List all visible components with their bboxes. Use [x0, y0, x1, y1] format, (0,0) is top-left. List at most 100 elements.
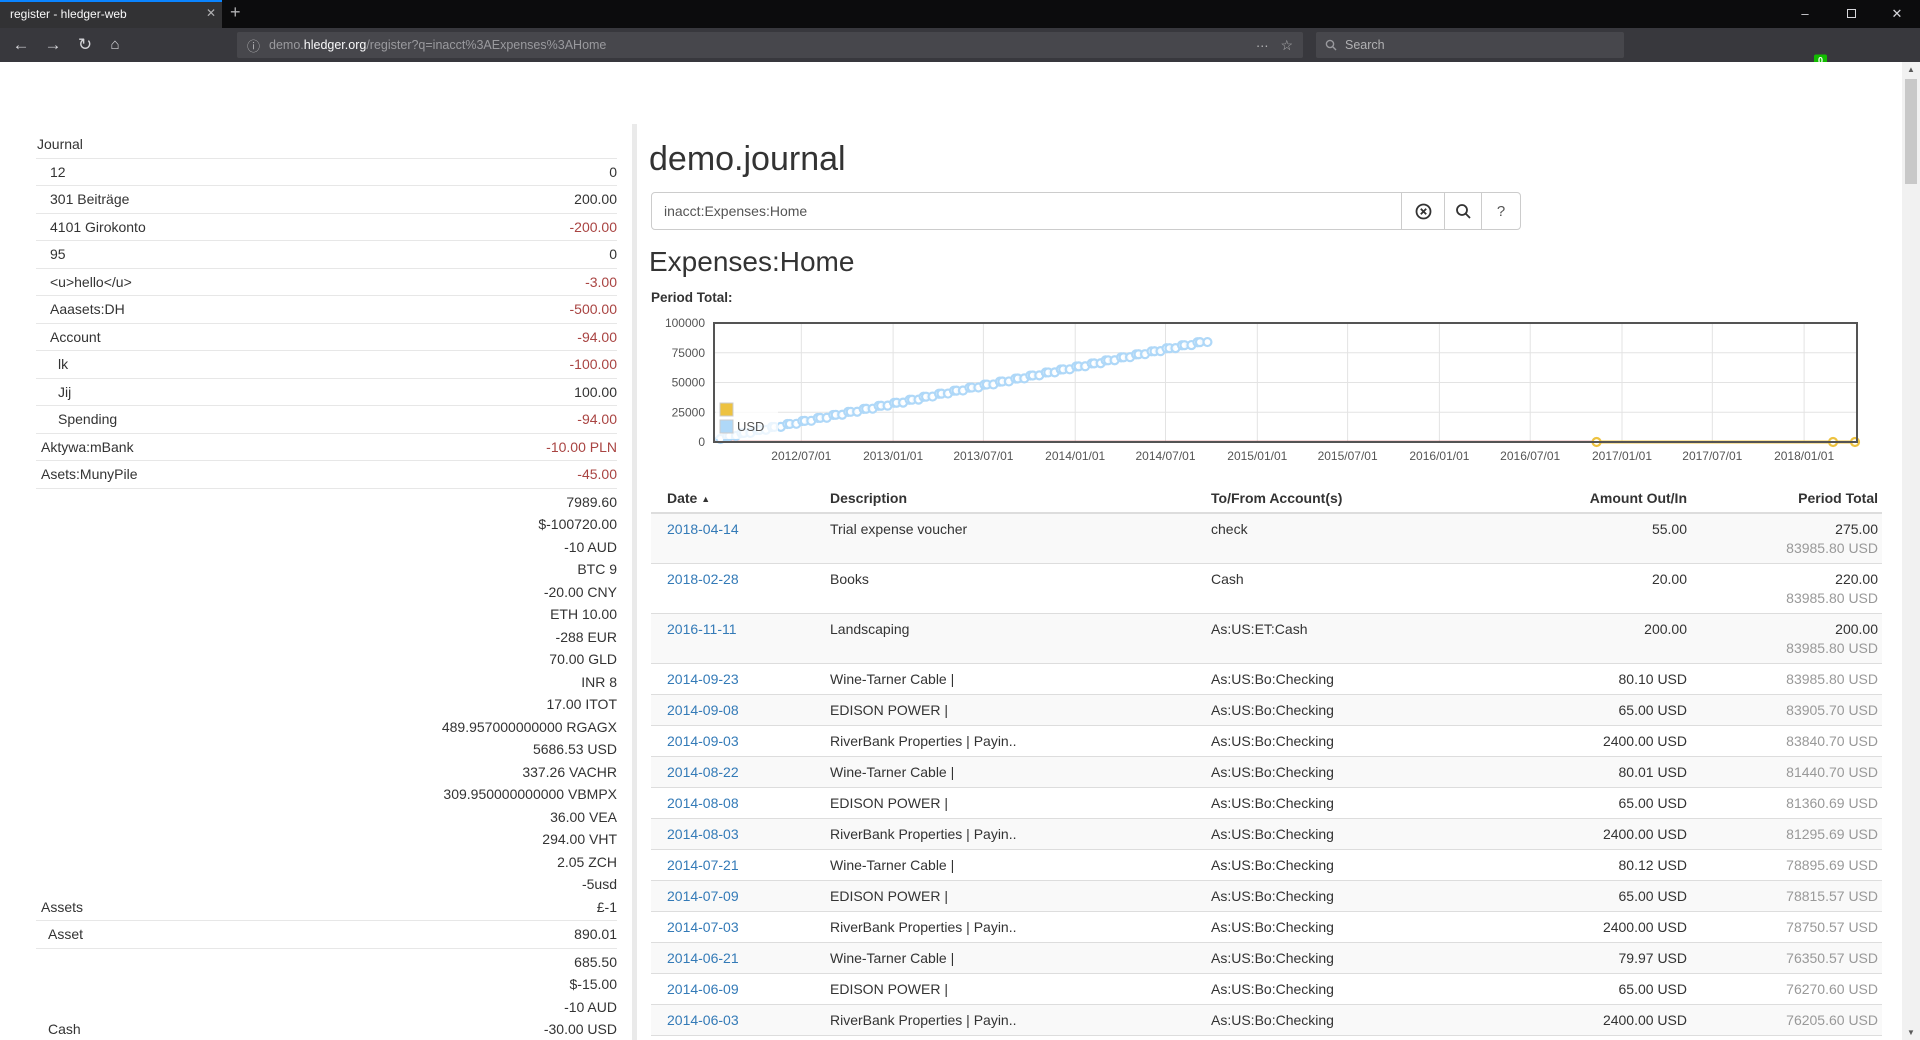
- running-total: 83985.80 USD: [1695, 663, 1882, 695]
- account-balance: -3.00: [585, 273, 617, 290]
- account-link[interactable]: 4101 Girokonto: [50, 218, 146, 235]
- transaction-description: Wine-Tarner Cable |: [814, 942, 1195, 974]
- account-link[interactable]: Assets: [41, 898, 84, 915]
- transaction-date-link[interactable]: 2014-09-23: [667, 670, 739, 687]
- table-row: 2014-09-03 RiverBank Properties | Payin..…: [651, 725, 1882, 757]
- account-link[interactable]: Journal: [37, 136, 83, 152]
- site-info-icon[interactable]: ⓘ: [247, 38, 261, 54]
- column-header-description[interactable]: Description: [814, 486, 1195, 514]
- running-total: 275.00 83985.80 USD: [1695, 512, 1882, 564]
- running-total: 81440.70 USD: [1695, 756, 1882, 788]
- scroll-up-icon[interactable]: ▲: [1907, 65, 1915, 74]
- transaction-date-link[interactable]: 2018-04-14: [667, 520, 739, 537]
- running-total: 81295.69 USD: [1695, 818, 1882, 850]
- reload-icon[interactable]: ↻: [77, 35, 93, 54]
- sidebar-scrollbar[interactable]: [632, 124, 637, 1040]
- page-scrollbar[interactable]: ▲ ▼: [1902, 62, 1920, 1040]
- running-total: 83905.70 USD: [1695, 694, 1882, 726]
- account-link[interactable]: 95: [50, 246, 66, 262]
- transaction-date-link[interactable]: 2018-02-28: [667, 570, 739, 587]
- window-close-button[interactable]: ✕: [1891, 6, 1903, 21]
- window-minimize-button[interactable]: –: [1801, 6, 1809, 21]
- transaction-date-link[interactable]: 2014-08-08: [667, 794, 739, 811]
- transaction-date-link[interactable]: 2016-11-11: [667, 620, 737, 637]
- transaction-description: EDISON POWER |: [814, 880, 1195, 912]
- account-balance: -94.00: [577, 411, 617, 427]
- svg-text:2015/01/01: 2015/01/01: [1227, 449, 1287, 463]
- transaction-description: RiverBank Properties | Payin..: [814, 725, 1195, 757]
- column-header-period-total[interactable]: Period Total: [1695, 486, 1882, 514]
- browser-titlebar: register - hledger-web ✕ + – ✕: [0, 0, 1920, 28]
- transaction-date-link[interactable]: 2014-07-09: [667, 887, 739, 904]
- transaction-description: Landscaping: [814, 613, 1195, 664]
- transaction-date-link[interactable]: 2014-08-03: [667, 825, 739, 842]
- browser-search-field[interactable]: Search: [1316, 32, 1624, 58]
- account-balance: -200.00: [569, 218, 617, 235]
- transaction-date-link[interactable]: 2014-07-21: [667, 856, 739, 873]
- tab-close-icon[interactable]: ✕: [205, 6, 216, 20]
- transaction-date-link[interactable]: 2014-06-21: [667, 949, 739, 966]
- transaction-description: EDISON POWER |: [814, 787, 1195, 819]
- running-total: 83840.70 USD: [1695, 725, 1882, 757]
- account-link[interactable]: Aaasets:DH: [50, 301, 125, 317]
- column-header-amount[interactable]: Amount Out/In: [1525, 486, 1695, 514]
- scrollbar-thumb[interactable]: [1905, 79, 1917, 184]
- account-link[interactable]: 301 Beiträge: [50, 191, 130, 207]
- new-tab-button[interactable]: +: [230, 2, 241, 22]
- transaction-date-link[interactable]: 2014-06-03: [667, 1011, 739, 1028]
- home-icon[interactable]: ⌂: [110, 36, 120, 53]
- account-link[interactable]: Spending: [58, 411, 118, 427]
- search-submit-button[interactable]: [1444, 192, 1482, 230]
- running-total: 76270.60 USD: [1695, 973, 1882, 1005]
- search-placeholder: Search: [1345, 38, 1385, 52]
- bookmark-star-icon[interactable]: ☆: [1280, 36, 1293, 53]
- running-total: 78750.57 USD: [1695, 911, 1882, 943]
- accounts-sidebar: Journal 12 0 301 Beiträge 200.00 4101 Girokon…: [36, 131, 617, 1040]
- account-balance: -94.00: [577, 328, 617, 345]
- svg-text:2018/01/01: 2018/01/01: [1774, 449, 1834, 463]
- svg-text:2012/07/01: 2012/07/01: [771, 449, 831, 463]
- transaction-date-link[interactable]: 2014-06-09: [667, 980, 739, 997]
- sidebar-account-row: 4101 Girokonto -200.00: [36, 214, 617, 241]
- account-link[interactable]: 12: [50, 163, 66, 180]
- search-help-button[interactable]: ?: [1481, 192, 1521, 230]
- transaction-date-link[interactable]: 2014-09-08: [667, 701, 739, 718]
- clear-query-button[interactable]: [1401, 192, 1445, 230]
- clear-circle-x-icon: [1415, 203, 1431, 219]
- search-form: ?: [651, 192, 1521, 230]
- scroll-down-icon[interactable]: ▼: [1907, 1028, 1915, 1037]
- transaction-amount: 80.12 USD: [1525, 849, 1695, 881]
- register-header-row: Date ▲ Description To/From Account(s) Am…: [651, 486, 1882, 514]
- page-actions-icon[interactable]: ⋯: [1255, 38, 1269, 53]
- page-title: demo.journal: [649, 140, 846, 178]
- account-link[interactable]: Asets:MunyPile: [41, 466, 138, 482]
- account-link[interactable]: <u>hello</u>: [50, 273, 132, 290]
- account-link[interactable]: lk: [58, 356, 69, 372]
- transaction-account: As:US:Bo:Checking: [1195, 725, 1525, 757]
- account-link[interactable]: Cash: [48, 1021, 81, 1037]
- table-row: 2014-09-23 Wine-Tarner Cable | As:US:Bo:Ch…: [651, 663, 1882, 695]
- account-link[interactable]: Account: [50, 328, 101, 345]
- transaction-date-link[interactable]: 2014-09-03: [667, 732, 739, 749]
- account-balance: -10.00 PLN: [546, 438, 617, 455]
- svg-text:2013/01/01: 2013/01/01: [863, 449, 923, 463]
- sidebar-account-row: Spending -94.00: [36, 406, 617, 434]
- account-link[interactable]: Asset: [48, 926, 84, 942]
- query-input[interactable]: [651, 192, 1402, 230]
- transaction-account: As:US:ET:Cash: [1195, 613, 1525, 664]
- forward-icon[interactable]: →: [44, 35, 62, 54]
- account-link[interactable]: Jij: [58, 383, 72, 400]
- account-link[interactable]: Aktywa:mBank: [41, 438, 134, 455]
- url-bar[interactable]: ⓘ demo.hledger.org/register?q=inacct%3AE…: [237, 32, 1303, 58]
- period-total-chart[interactable]: 0 25000 50000 75000 100000 2012/07/01 2013/01/…: [655, 308, 1885, 473]
- browser-tab-active[interactable]: register - hledger-web ✕: [0, 0, 222, 28]
- transaction-date-link[interactable]: 2014-08-22: [667, 763, 739, 780]
- column-header-account[interactable]: To/From Account(s): [1195, 486, 1525, 514]
- back-icon[interactable]: ←: [12, 35, 30, 54]
- transaction-amount: 20.00: [1525, 563, 1695, 614]
- window-restore-button[interactable]: [1828, 0, 1874, 28]
- transaction-date-link[interactable]: 2014-07-03: [667, 918, 739, 935]
- column-header-date[interactable]: Date ▲: [651, 486, 814, 514]
- table-row: 2014-08-22 Wine-Tarner Cable | As:US:Bo:Ch…: [651, 756, 1882, 788]
